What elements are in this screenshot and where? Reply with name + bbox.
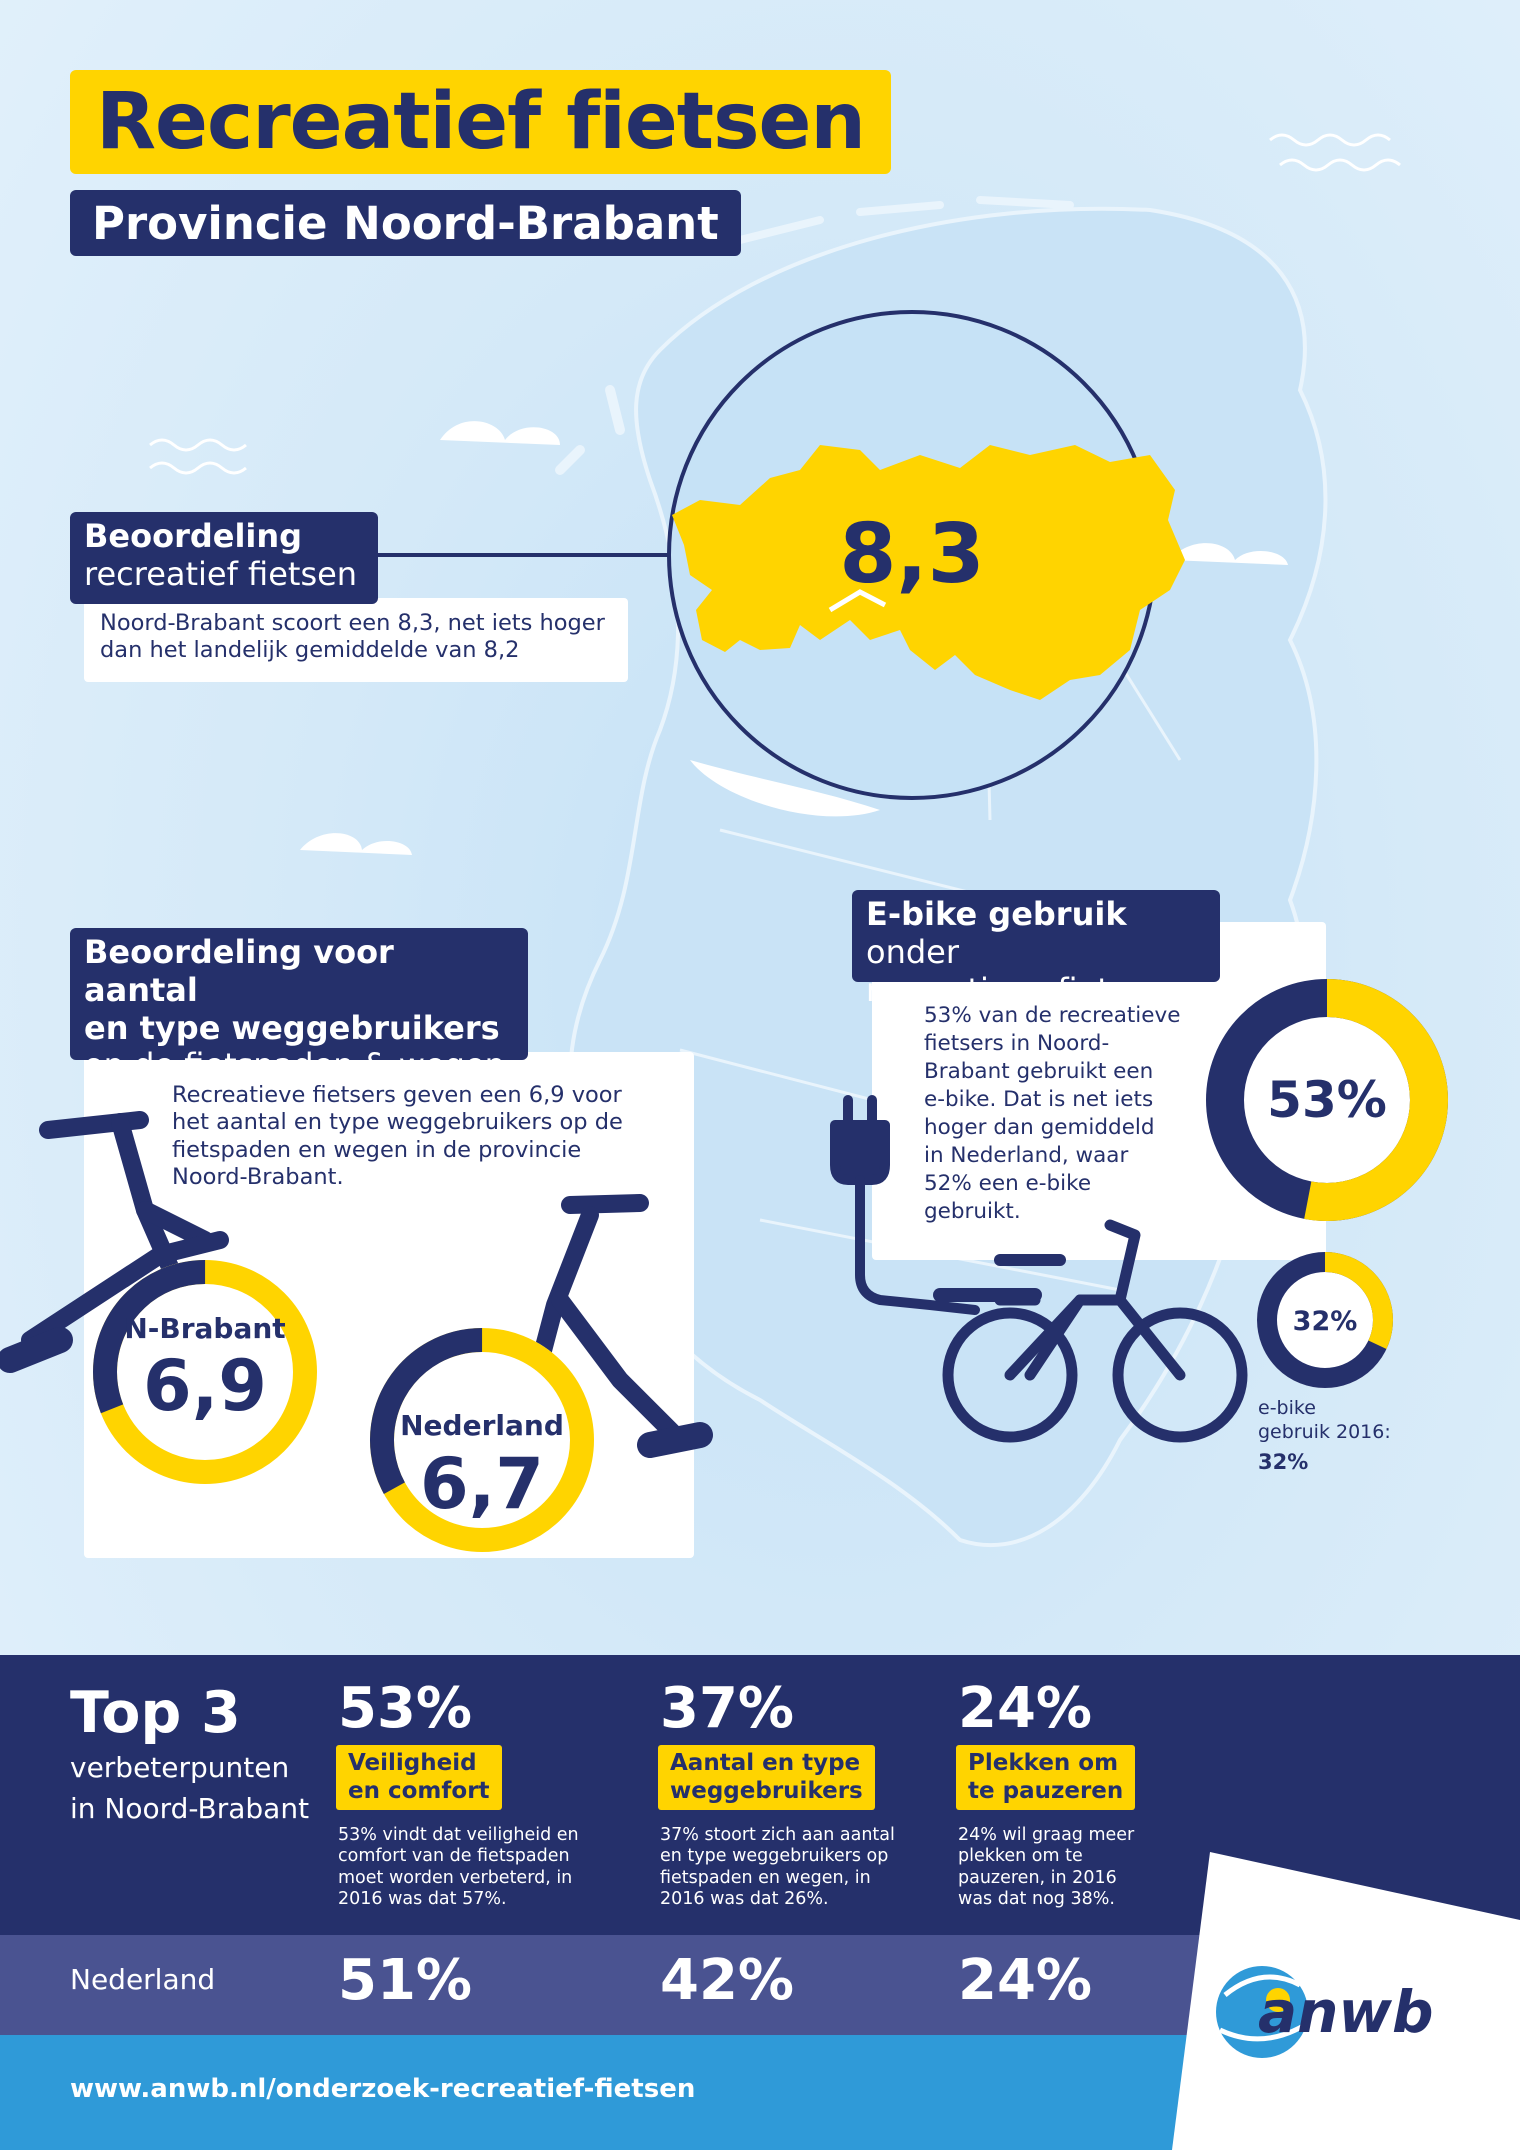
nederland-pct-3: 24% [958,1948,1093,2013]
top3-item-3-pct: 24% [958,1676,1093,1741]
rating-text-card [84,598,628,682]
page-subtitle: Provincie Noord-Brabant [92,196,719,250]
top3-item-3-tag: Plekken om te pauzeren [956,1745,1136,1811]
top3-item-2-desc: 37% stoort zich aan aantal en type weggeb… [660,1825,895,1910]
road-users-label: Beoordeling voor aantal en type weggebru… [70,928,528,1084]
nederland-label: Nederland [70,1963,216,1996]
top3-item-1-pct: 53% [338,1676,473,1741]
top3-item-3-desc: 24% wil graag meer plekken om te pauzeren,… [958,1825,1135,1910]
rating-text: Noord-Brabant scoort een 8,3, net iets h… [100,610,605,664]
road-users-text: Recreatieve fietsers geven een 6,9 voor … [172,1082,623,1191]
top3-title: Top 3 [70,1680,241,1746]
top3-subtitle: verbeterpunten in Noord-Brabant [70,1751,310,1825]
nederland-pct-1: 51% [338,1948,473,2013]
ebike-text: 53% van de recreatieve fietsers in Noord… [924,1003,1181,1224]
ebike-label: E-bike gebruik onder recreatieve fietser… [852,890,1220,1008]
top3-item-2-tag: Aantal en type weggebruikers [658,1745,875,1811]
footer-url[interactable]: www.anwb.nl/onderzoek-recreatief-fietsen [70,2074,696,2104]
subtitle-banner: Provincie Noord-Brabant [70,190,741,256]
page-title: Recreatief fietsen [96,77,866,167]
title-banner: Recreatief fietsen [70,70,891,174]
nederland-pct-2: 42% [660,1948,795,2013]
top3-item-2-pct: 37% [660,1676,795,1741]
top3-item-1-tag: Veiligheid en comfort [336,1745,502,1811]
top3-item-1-desc: 53% vindt dat veiligheid en comfort van d… [338,1825,579,1910]
rating-label: Beoordeling recreatief fietsen [70,512,378,604]
